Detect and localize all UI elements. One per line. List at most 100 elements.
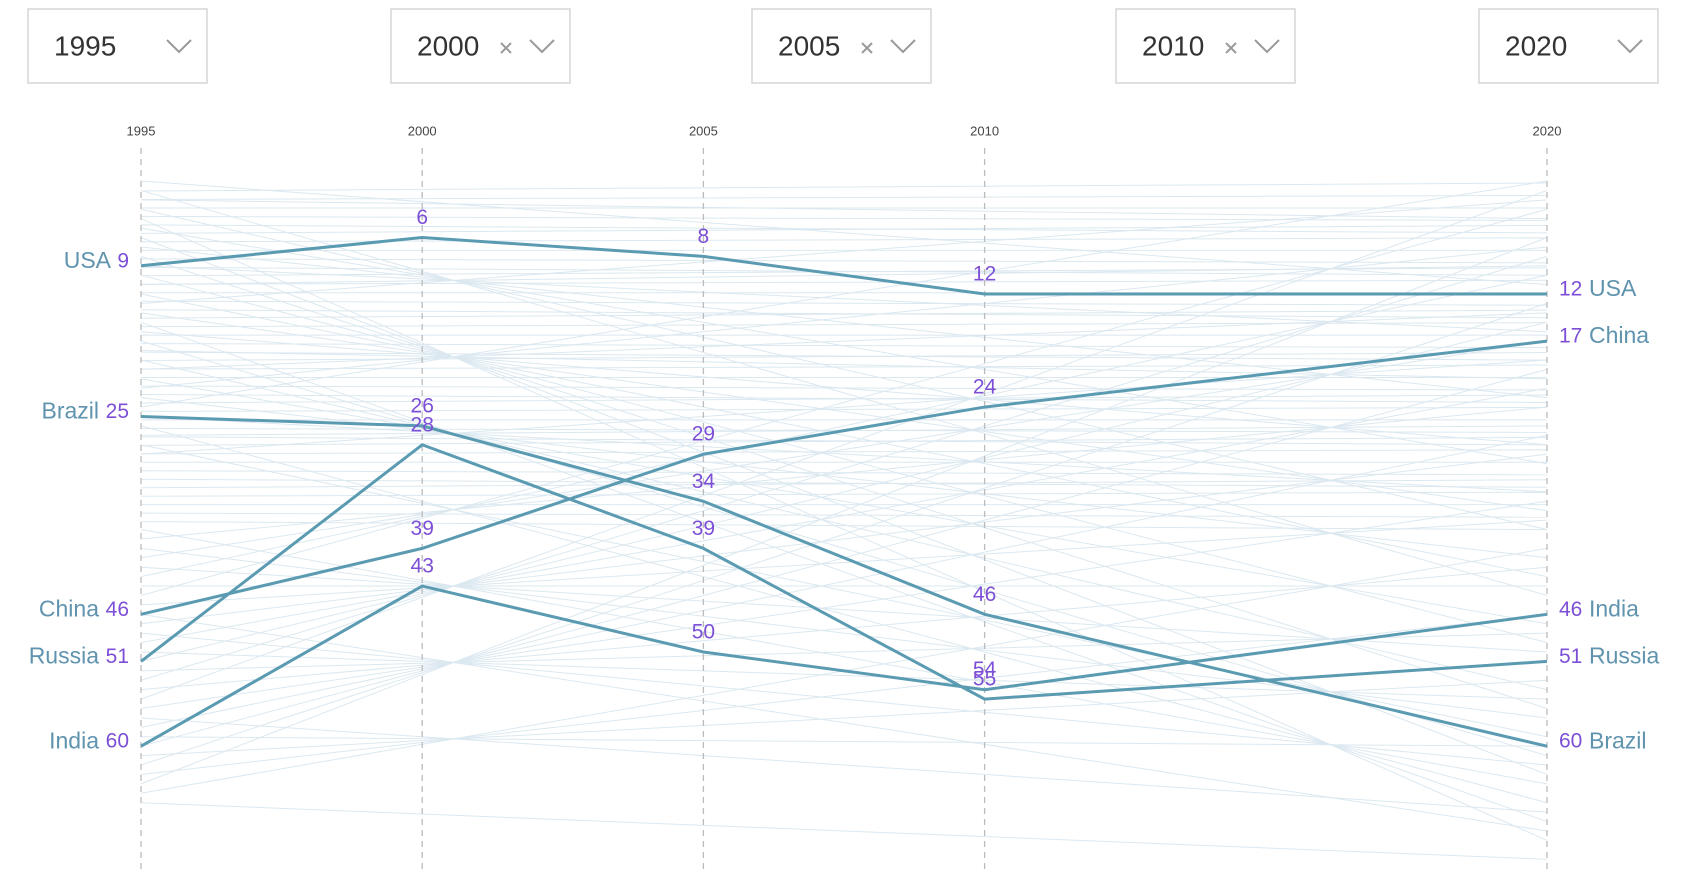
background-line	[140, 613, 1548, 832]
background-line	[140, 736, 1548, 747]
value-label: 46	[106, 598, 129, 621]
background-line	[140, 449, 1548, 455]
dropdown-box	[1115, 8, 1296, 84]
background-line	[140, 444, 1548, 738]
series-line	[140, 339, 1548, 616]
background-line	[140, 218, 1548, 841]
value-label: 24	[973, 376, 997, 399]
background-line	[140, 208, 1548, 531]
series-name: Russia	[1589, 642, 1660, 668]
background-line	[140, 322, 1548, 328]
clear-icon[interactable]	[1225, 42, 1237, 54]
series-line	[140, 443, 1548, 701]
series-name: USA	[1589, 275, 1637, 301]
value-label: 8	[698, 225, 710, 248]
background-line	[140, 237, 1548, 785]
background-line	[140, 312, 1548, 370]
background-line	[140, 265, 1548, 333]
background-line	[140, 519, 1548, 606]
background-line	[140, 679, 1548, 757]
series-name: India	[49, 727, 99, 753]
background-line	[140, 436, 1548, 446]
background-line	[140, 180, 1548, 408]
clear-icon[interactable]	[500, 42, 512, 54]
dropdown-label: 2005	[778, 30, 840, 61]
background-line	[140, 385, 1548, 391]
value-label: 39	[692, 517, 715, 540]
background-line	[140, 255, 1548, 681]
background-line	[140, 394, 1548, 404]
background-line	[140, 352, 1548, 362]
value-label: 51	[1559, 645, 1582, 668]
value-label: 28	[411, 413, 434, 436]
background-line	[140, 364, 1548, 370]
dropdown[interactable]: 1995	[27, 8, 208, 84]
background-line	[140, 613, 1548, 775]
value-label: 6	[416, 206, 428, 229]
value-label: 17	[1559, 325, 1582, 348]
background-line	[140, 512, 1548, 518]
dropdown-box	[1478, 8, 1659, 84]
background-line	[140, 717, 1548, 813]
value-label: 54	[973, 658, 997, 681]
background-line	[140, 547, 1548, 719]
x-tick-label: 2010	[970, 123, 999, 138]
background-line	[140, 321, 1548, 662]
series-name: India	[1589, 595, 1639, 621]
background-line	[140, 180, 1548, 286]
background-line	[140, 302, 1548, 766]
chevron-icon	[1254, 39, 1280, 54]
dropdown[interactable]: 2000	[390, 8, 571, 84]
background-line	[140, 237, 1548, 775]
background-line	[140, 632, 1548, 766]
background-line	[140, 479, 1548, 489]
series-name: Brazil	[41, 398, 99, 424]
dropdown[interactable]: 2020	[1478, 8, 1659, 84]
background-line	[140, 359, 1548, 691]
dropdown[interactable]: 2005	[751, 8, 932, 84]
background-line	[140, 274, 1548, 644]
value-label: 46	[1559, 598, 1582, 621]
series-name: USA	[64, 247, 112, 273]
value-label: 55	[973, 668, 996, 691]
background-line	[140, 274, 1548, 578]
chevron-icon	[1617, 39, 1643, 54]
background-line	[140, 378, 1548, 625]
series-name: China	[1589, 322, 1649, 348]
series-line	[140, 415, 1548, 748]
clear-icon[interactable]	[861, 42, 873, 54]
background-line	[140, 194, 1548, 200]
dropdown[interactable]: 2010	[1115, 8, 1296, 84]
background-line	[140, 566, 1548, 653]
x-tick-label: 1995	[127, 123, 156, 138]
background-line	[140, 224, 1548, 234]
background-line	[140, 406, 1548, 412]
series-name: Brazil	[1589, 727, 1647, 753]
background-line	[140, 267, 1548, 277]
dropdown-box	[390, 8, 571, 84]
value-label: 43	[411, 555, 434, 578]
background-line	[140, 521, 1548, 531]
background-line	[140, 309, 1548, 319]
dropdown-label: 2010	[1142, 30, 1204, 61]
background-line	[140, 182, 1548, 192]
series-name: China	[39, 595, 99, 621]
value-label: 12	[1559, 278, 1582, 301]
background-line	[140, 425, 1548, 804]
series-line	[140, 236, 1547, 296]
value-label: 46	[973, 583, 996, 606]
value-label: 9	[117, 249, 129, 272]
value-label: 39	[411, 517, 434, 540]
x-tick-label: 2020	[1533, 123, 1562, 138]
value-label: 60	[1559, 730, 1582, 753]
x-tick-label: 2000	[408, 123, 437, 138]
background-line	[140, 343, 1548, 349]
value-label: 29	[692, 423, 715, 446]
background-line	[140, 279, 1548, 285]
x-tick-label: 2005	[689, 123, 718, 138]
background-line	[140, 350, 1548, 380]
background-line	[140, 312, 1548, 512]
background-line	[140, 237, 1548, 243]
background-line	[140, 246, 1548, 399]
